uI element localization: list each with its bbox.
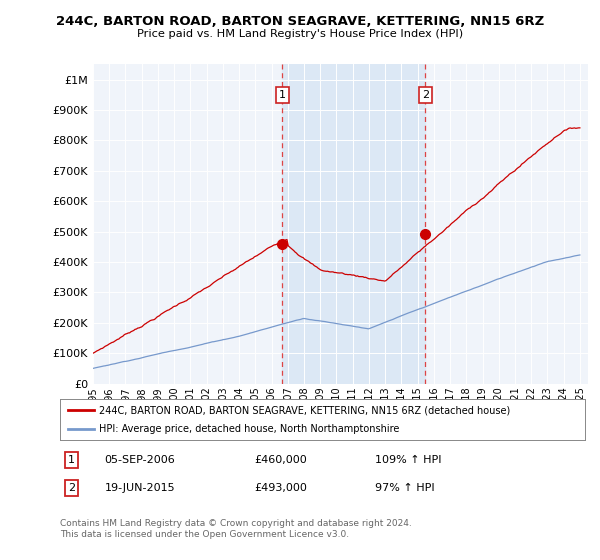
Text: £460,000: £460,000 — [254, 455, 307, 465]
Text: 2: 2 — [422, 90, 429, 100]
Text: 1: 1 — [68, 455, 75, 465]
Text: £493,000: £493,000 — [254, 483, 307, 493]
Text: 244C, BARTON ROAD, BARTON SEAGRAVE, KETTERING, NN15 6RZ: 244C, BARTON ROAD, BARTON SEAGRAVE, KETT… — [56, 15, 544, 28]
Text: 244C, BARTON ROAD, BARTON SEAGRAVE, KETTERING, NN15 6RZ (detached house): 244C, BARTON ROAD, BARTON SEAGRAVE, KETT… — [100, 405, 511, 415]
Text: 19-JUN-2015: 19-JUN-2015 — [104, 483, 175, 493]
Text: Contains HM Land Registry data © Crown copyright and database right 2024.: Contains HM Land Registry data © Crown c… — [60, 519, 412, 528]
Bar — [283, 64, 425, 384]
Text: HPI: Average price, detached house, North Northamptonshire: HPI: Average price, detached house, Nort… — [100, 424, 400, 433]
Text: 2: 2 — [68, 483, 75, 493]
Text: 1: 1 — [279, 90, 286, 100]
Text: 05-SEP-2006: 05-SEP-2006 — [104, 455, 175, 465]
Text: 109% ↑ HPI: 109% ↑ HPI — [375, 455, 442, 465]
Text: Price paid vs. HM Land Registry's House Price Index (HPI): Price paid vs. HM Land Registry's House … — [137, 29, 463, 39]
Text: This data is licensed under the Open Government Licence v3.0.: This data is licensed under the Open Gov… — [60, 530, 349, 539]
Text: 97% ↑ HPI: 97% ↑ HPI — [375, 483, 434, 493]
